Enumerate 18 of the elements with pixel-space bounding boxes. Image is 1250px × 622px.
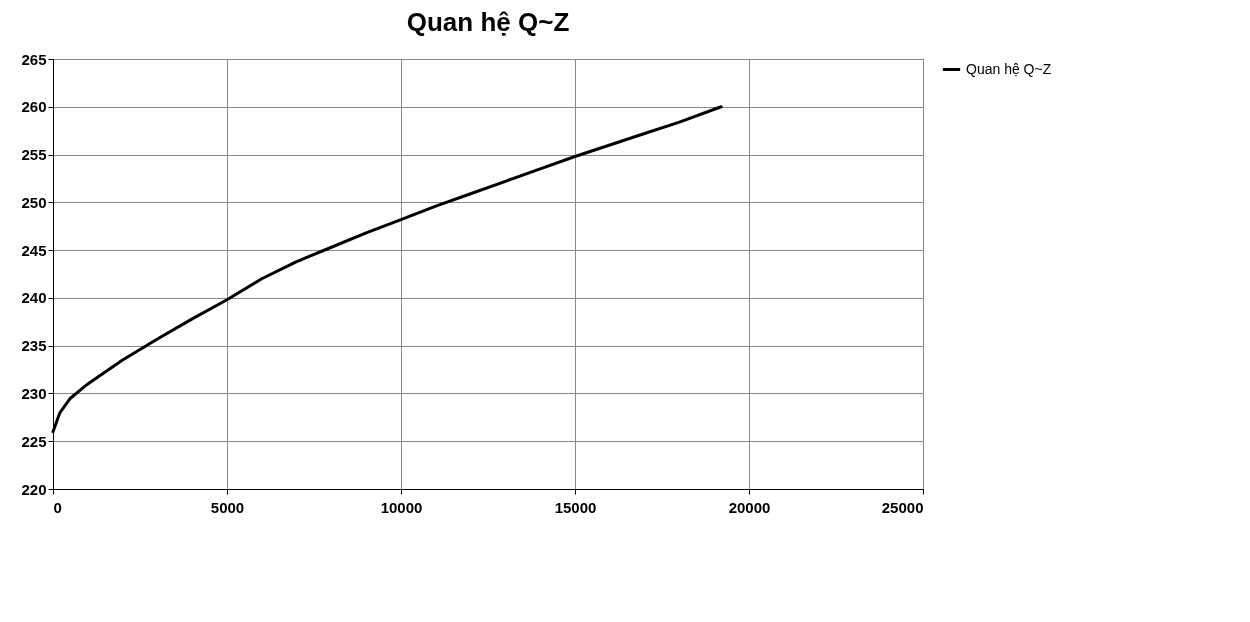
y-tick-label: 260	[21, 98, 47, 116]
x-tick-label: 15000	[554, 498, 597, 516]
y-tick-label: 250	[21, 193, 47, 211]
y-tick-label: 220	[21, 480, 47, 498]
y-tick-label: 265	[21, 50, 47, 68]
y-tick-label: 225	[21, 432, 47, 450]
x-tick-label: 20000	[728, 498, 771, 516]
x-tick-label: 0	[53, 498, 62, 516]
y-tick-label: 255	[21, 146, 47, 164]
y-tick-label: 245	[21, 241, 47, 259]
x-tick-label: 25000	[881, 498, 924, 516]
y-tick-label: 240	[21, 289, 47, 307]
chart-title: Quan hệ Q~Z	[406, 7, 570, 37]
legend-label: Quan hệ Q~Z	[966, 60, 1052, 77]
y-tick-label: 235	[21, 337, 47, 355]
x-tick-label: 10000	[380, 498, 423, 516]
x-tick-label: 5000	[210, 498, 245, 516]
y-tick-label: 230	[21, 384, 47, 402]
